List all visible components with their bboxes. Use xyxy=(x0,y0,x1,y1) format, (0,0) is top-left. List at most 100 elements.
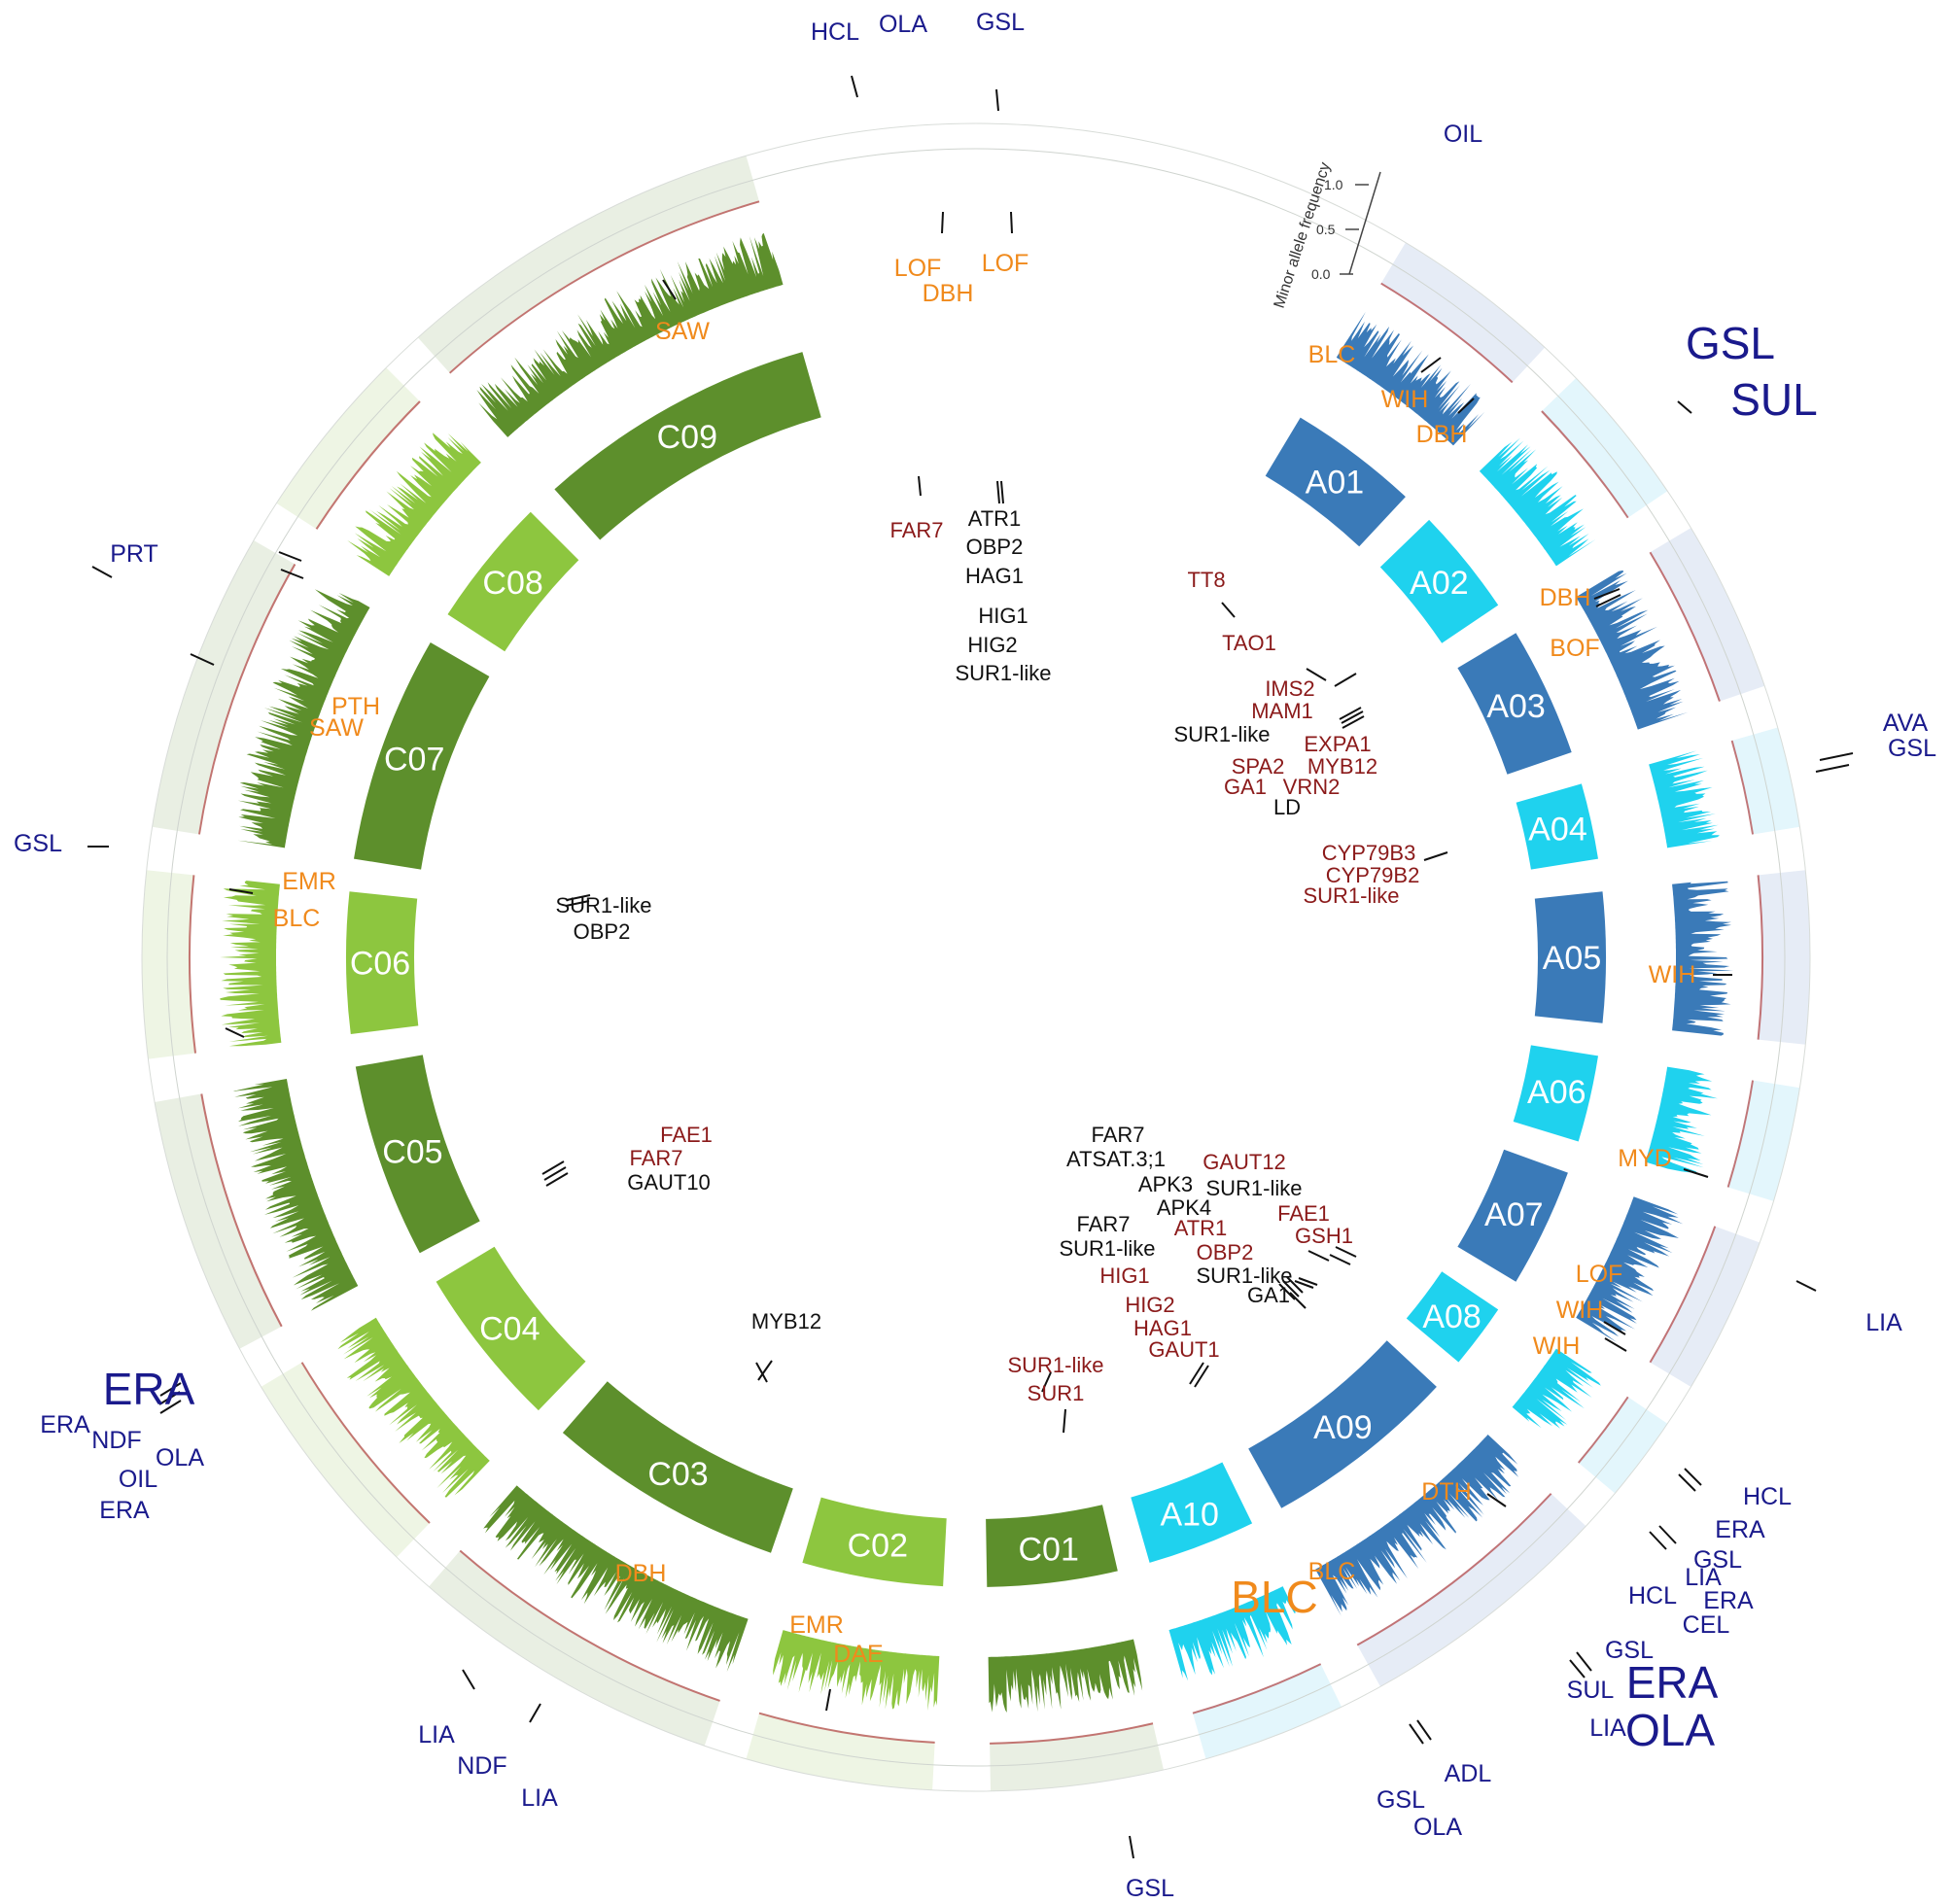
locus-tick xyxy=(825,1688,831,1712)
gene-label: VRN2 xyxy=(1283,775,1341,799)
chromosome-A04 xyxy=(1516,783,1598,870)
locus-tick xyxy=(1334,673,1357,687)
locus-tick xyxy=(1342,715,1365,729)
band-C01 xyxy=(990,1722,1164,1791)
maf-profile-A02 xyxy=(1479,437,1596,567)
locus-tick xyxy=(1420,357,1442,373)
chromosome-A01 xyxy=(1265,417,1406,547)
trait-label: SAW xyxy=(655,318,710,345)
band-A07 xyxy=(1649,1226,1760,1387)
chromosome-C04 xyxy=(436,1246,586,1411)
trait-label: BLC xyxy=(1308,1558,1356,1585)
gene-label: FAR7 xyxy=(1091,1123,1144,1147)
locus-tick xyxy=(1603,1321,1626,1335)
chromosome-label-C04: C04 xyxy=(479,1311,540,1348)
locus-tick xyxy=(278,551,302,562)
locus-tick xyxy=(1294,1280,1314,1289)
trait-label: DBH xyxy=(1416,421,1468,448)
trait-label: EMR xyxy=(282,868,336,895)
trait-label: LOF xyxy=(1576,1261,1623,1288)
trait-label: OIL xyxy=(1444,121,1482,148)
chromosome-C03 xyxy=(562,1381,793,1553)
gene-label: SUR1-like xyxy=(1196,1264,1292,1288)
gene-label: GA1 xyxy=(1247,1283,1290,1307)
locus-tick xyxy=(545,1172,569,1187)
band-A01 xyxy=(1380,242,1546,384)
inner-ring-line xyxy=(166,148,1786,1767)
gene-label: SUR1-like xyxy=(1173,722,1270,746)
chromosome-A02 xyxy=(1379,519,1499,643)
maf-profile-C03 xyxy=(483,1485,749,1673)
trait-label: OIL xyxy=(119,1466,157,1493)
minor-allele-frequency-track xyxy=(188,200,1764,1745)
locus-tick xyxy=(566,894,591,901)
gene-label: ATSAT.3;1 xyxy=(1066,1147,1166,1171)
gene-label: OBP2 xyxy=(1197,1240,1254,1264)
trait-label: MYD xyxy=(1618,1145,1672,1172)
trait-label: OLA xyxy=(1625,1705,1715,1755)
chromosome-label-A03: A03 xyxy=(1486,688,1546,725)
locus-tick xyxy=(158,1391,181,1405)
band-A09 xyxy=(1356,1493,1586,1687)
maf-profile-C08 xyxy=(347,433,481,576)
chromosome-A03 xyxy=(1457,633,1572,775)
chromosome-label-C05: C05 xyxy=(382,1134,442,1171)
maf-profile-A10 xyxy=(1168,1586,1296,1681)
gene-label: CYP79B2 xyxy=(1326,863,1420,887)
gene-label: OBP2 xyxy=(966,535,1024,559)
locus-tick xyxy=(1335,1246,1357,1258)
locus-tick xyxy=(1306,668,1327,681)
locus-tick xyxy=(190,653,215,666)
gene-label: TT8 xyxy=(1187,568,1225,592)
locus-tick xyxy=(1129,1835,1134,1859)
chromosome-C01 xyxy=(986,1505,1118,1587)
trait-label: BOF xyxy=(1550,635,1599,662)
chromosome-C08 xyxy=(447,511,579,652)
trait-label: GSL xyxy=(1888,735,1936,762)
locus-tick xyxy=(1409,1723,1424,1745)
locus-tick xyxy=(462,1669,475,1690)
chromosome-C02 xyxy=(802,1497,947,1587)
trait-label: LOF xyxy=(894,255,942,282)
chromosome-label-A04: A04 xyxy=(1528,811,1587,848)
trait-label: AVA xyxy=(1883,710,1929,737)
locus-tick xyxy=(1486,1493,1507,1507)
trait-label: SUL xyxy=(1730,374,1817,425)
locus-tick xyxy=(1000,480,1004,504)
gene-label: SUR1-like xyxy=(1007,1353,1103,1377)
gene-label: SUR1-like xyxy=(1059,1236,1155,1261)
trait-label: HCL xyxy=(1628,1582,1677,1610)
locus-tick xyxy=(1329,1254,1351,1265)
gene-label: SUR1 xyxy=(1028,1381,1085,1405)
trait-label: ERA xyxy=(1626,1657,1719,1708)
locus-tick xyxy=(1576,1651,1592,1672)
gene-label: HIG2 xyxy=(967,633,1017,657)
gene-label: ATR1 xyxy=(968,506,1022,531)
gene-label: GAUT12 xyxy=(1203,1150,1286,1174)
gene-label: SUR1-like xyxy=(1205,1176,1302,1200)
trait-label: SUL xyxy=(1567,1677,1615,1704)
gene-label: CYP79B3 xyxy=(1322,841,1416,865)
band-A10 xyxy=(1192,1663,1342,1759)
locus-tick xyxy=(1457,398,1475,414)
trait-label: GSL xyxy=(1693,1546,1742,1574)
gene-label: APK3 xyxy=(1138,1172,1193,1196)
maf-threshold-C06 xyxy=(188,875,196,1054)
trait-label: NDF xyxy=(457,1752,506,1780)
gene-label: GA1 xyxy=(1224,775,1267,799)
locus-tick xyxy=(225,1027,245,1038)
maf-profile-C02 xyxy=(773,1630,940,1712)
locus-tick xyxy=(1278,1283,1296,1300)
chromosome-label-A07: A07 xyxy=(1484,1196,1544,1233)
maf-profile-A01 xyxy=(1336,311,1485,446)
scale-tick-label-05: 0.5 xyxy=(1316,222,1336,237)
trait-label: PTH xyxy=(331,693,380,720)
trait-label: WIH xyxy=(1381,386,1429,413)
gene-label: HAG1 xyxy=(1133,1316,1192,1340)
gene-label: GSH1 xyxy=(1295,1224,1353,1248)
locus-tick xyxy=(1684,1468,1702,1486)
chromosome-label-A09: A09 xyxy=(1313,1409,1373,1446)
gene-label: MYB12 xyxy=(1307,754,1377,779)
maf-profile-C06 xyxy=(220,881,282,1047)
chromosome-background-bands xyxy=(141,122,1811,1792)
